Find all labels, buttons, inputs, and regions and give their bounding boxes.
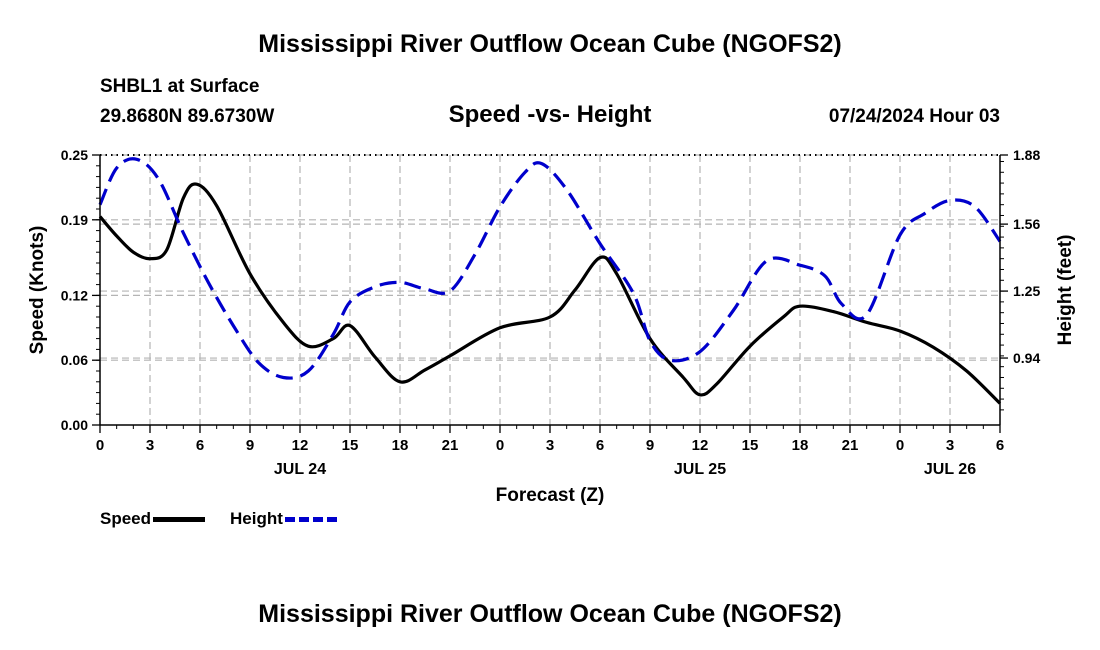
legend-height-swatch xyxy=(284,516,337,522)
x-tick-label: 9 xyxy=(646,437,654,454)
x-tick-label: 21 xyxy=(842,437,859,454)
x-tick-label: 0 xyxy=(896,437,904,454)
footer-title: Mississippi River Outflow Ocean Cube (NG… xyxy=(258,600,842,628)
x-tick-label: 0 xyxy=(96,437,104,454)
legend-height-label: Height xyxy=(230,509,283,528)
y2-tick-label: 0.94 xyxy=(1013,350,1040,366)
date-label: JUL 25 xyxy=(674,461,726,478)
x-tick-label: 3 xyxy=(146,437,154,454)
x-tick-label: 12 xyxy=(692,437,709,454)
y-axis-title: Speed (Knots) xyxy=(27,226,48,355)
station-label: SHBL1 at Surface xyxy=(100,76,260,97)
x-tick-label: 15 xyxy=(342,437,359,454)
forecast-date: 07/24/2024 Hour 03 xyxy=(828,106,1000,127)
x-tick-label: 12 xyxy=(292,437,309,454)
date-label: JUL 26 xyxy=(924,461,976,478)
y2-axis-title: Height (feet) xyxy=(1055,235,1076,346)
x-tick-label: 18 xyxy=(792,437,809,454)
series-layer xyxy=(98,157,1002,405)
chart-main-title: Mississippi River Outflow Ocean Cube (NG… xyxy=(258,30,842,58)
y-tick-label: 0.25 xyxy=(61,147,88,163)
plot-frame xyxy=(92,154,1008,433)
y-tick-label: 0.19 xyxy=(61,212,88,228)
y2-tick-label: 1.56 xyxy=(1013,216,1040,232)
x-tick-label: 18 xyxy=(392,437,409,454)
x-tick-label: 6 xyxy=(596,437,604,454)
axis-labels: Forecast (Z) Speed (Knots) Height (feet)… xyxy=(27,147,1076,506)
x-tick-label: 15 xyxy=(742,437,759,454)
y-tick-label: 0.12 xyxy=(61,287,88,303)
chart-subtitle: Speed -vs- Height xyxy=(448,101,652,128)
x-axis-title: Forecast (Z) xyxy=(496,485,605,506)
series-line-height xyxy=(98,157,1002,380)
legend-speed-label: Speed xyxy=(100,509,152,528)
legend-speed-swatch xyxy=(153,516,206,522)
x-tick-label: 9 xyxy=(246,437,254,454)
x-tick-label: 6 xyxy=(196,437,204,454)
x-tick-label: 6 xyxy=(996,437,1004,454)
grid-lines xyxy=(100,154,1000,425)
station-coordinates: 29.8680N 89.6730W xyxy=(100,106,275,127)
date-label: JUL 24 xyxy=(274,461,326,478)
series-line-speed xyxy=(98,182,1002,405)
speed-height-chart: Forecast (Z) Speed (Knots) Height (feet)… xyxy=(27,147,1076,506)
x-tick-label: 3 xyxy=(946,437,954,454)
y-tick-label: 0.00 xyxy=(61,417,88,433)
legend-height: Height xyxy=(230,509,337,529)
y-tick-label: 0.06 xyxy=(61,352,88,368)
legend-speed: Speed xyxy=(100,509,206,529)
x-tick-label: 3 xyxy=(546,437,554,454)
y2-tick-label: 1.88 xyxy=(1013,147,1040,163)
x-tick-label: 21 xyxy=(442,437,459,454)
y2-tick-label: 1.25 xyxy=(1013,283,1040,299)
x-tick-label: 0 xyxy=(496,437,504,454)
